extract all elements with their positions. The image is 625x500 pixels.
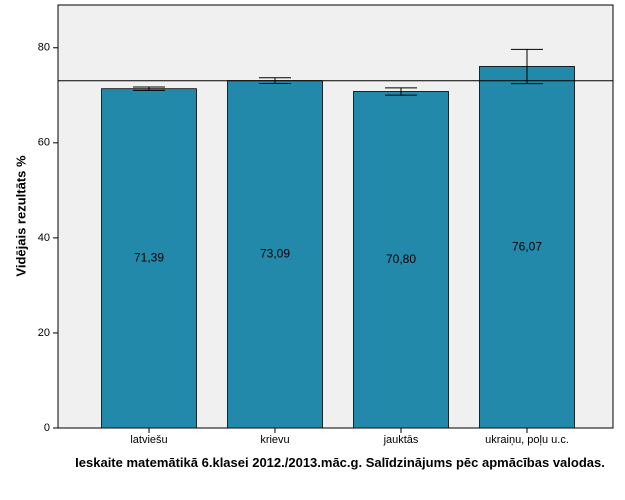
y-tick-label: 20 bbox=[38, 327, 50, 339]
x-tick-label: latviešu bbox=[130, 434, 167, 446]
x-tick-label: ukraiņu, poļu u.c. bbox=[485, 434, 569, 446]
x-tick-label: jauktās bbox=[383, 434, 419, 446]
bar bbox=[353, 91, 449, 429]
y-tick-label: 0 bbox=[44, 422, 50, 434]
y-tick-label: 60 bbox=[38, 137, 50, 149]
x-axis-label: Ieskaite matemātikā 6.klasei 2012./2013.… bbox=[75, 455, 605, 470]
data-label: 71,39 bbox=[134, 251, 164, 265]
data-label: 70,80 bbox=[386, 252, 416, 266]
bar bbox=[101, 88, 197, 429]
data-label: 73,09 bbox=[260, 246, 290, 260]
y-tick-label: 80 bbox=[38, 42, 50, 54]
bar bbox=[479, 66, 575, 429]
y-tick-label: 40 bbox=[38, 232, 50, 244]
bar bbox=[227, 80, 323, 429]
y-axis-label: Vidējais rezultāts % bbox=[13, 155, 28, 277]
x-tick-label: krievu bbox=[260, 434, 289, 446]
data-label: 76,07 bbox=[512, 239, 542, 253]
